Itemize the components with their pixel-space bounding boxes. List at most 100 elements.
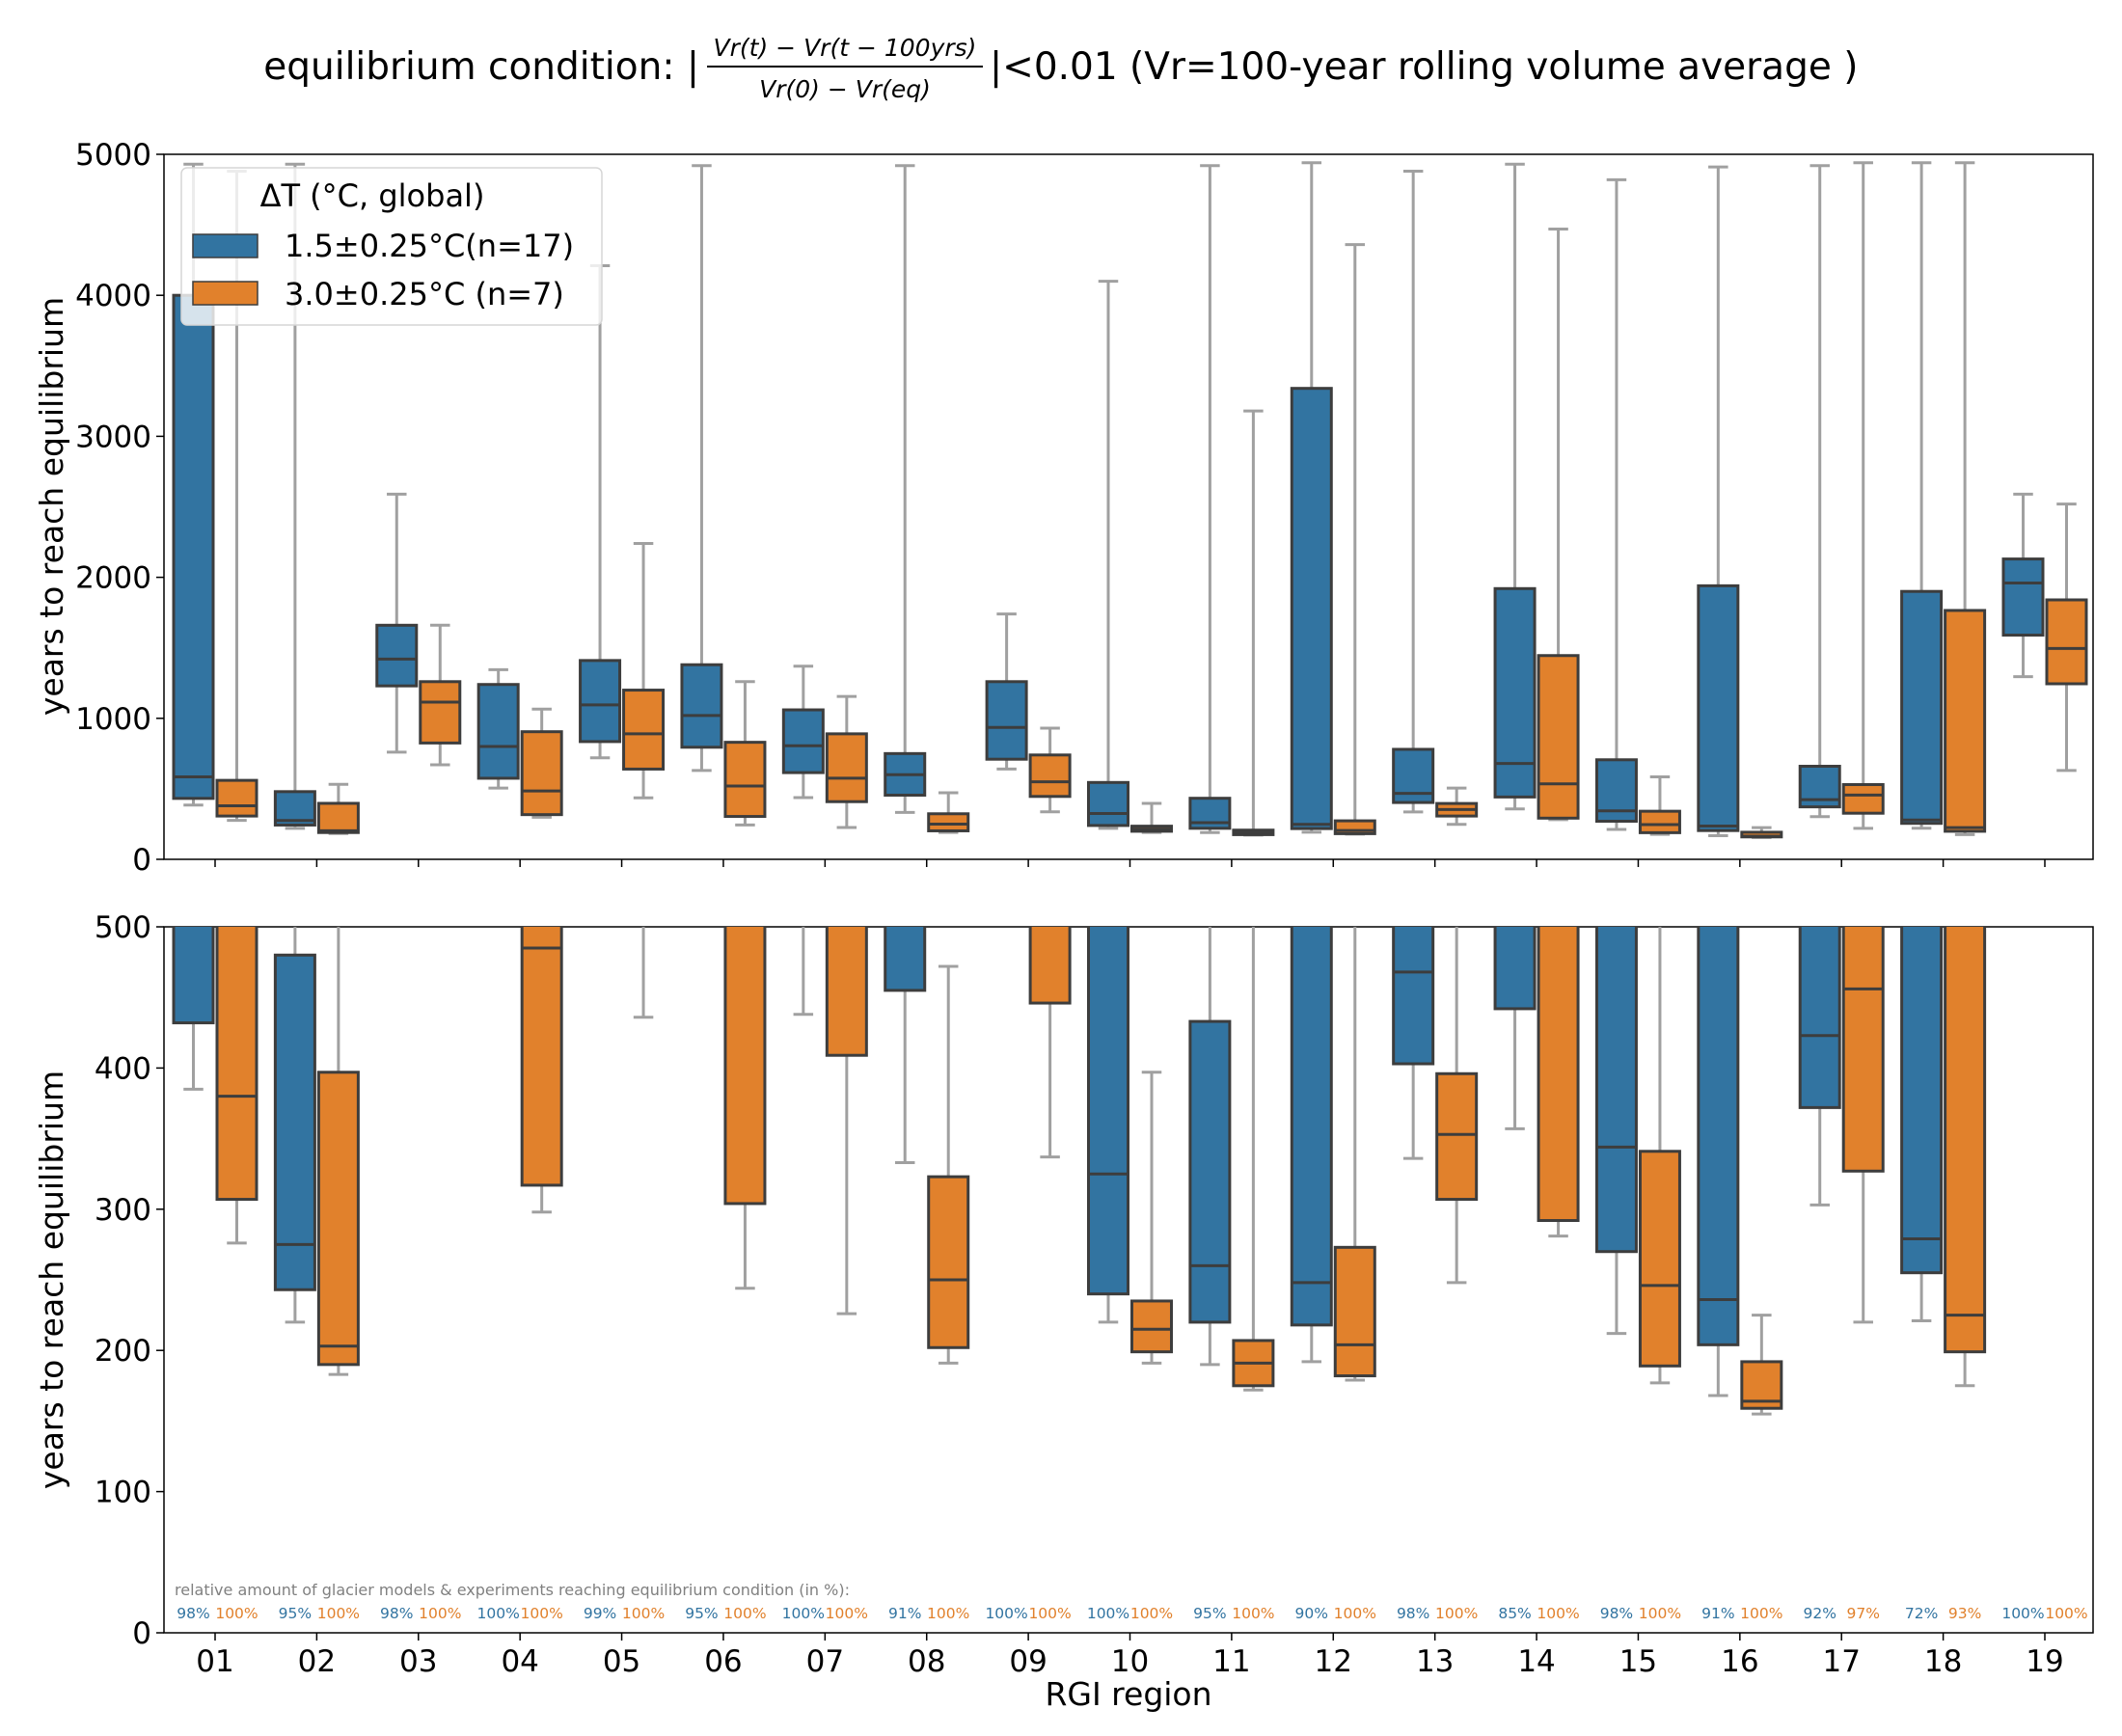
percent-1p5-region-19: 100% [2001,1605,2044,1622]
box-1p5-region-11 [1188,164,1232,834]
box-iqr [2045,598,2088,686]
legend-swatch-1p5 [192,233,258,258]
box-3p0-region-02 [316,782,360,835]
box-iqr [680,663,723,749]
box-3p0-region-17 [1841,161,1885,830]
percent-1p5-region-08: 91% [888,1605,921,1622]
legend-frame [180,167,603,326]
y-tick-label: 1000 [75,702,151,737]
box-1p5-region-18 [1900,927,1944,1322]
percent-note: relative amount of glacier models & expe… [175,1581,850,1599]
percent-3p0-region-05: 100% [622,1605,665,1622]
box-iqr [781,708,825,774]
x-tick-label-11: 11 [1212,1644,1250,1679]
box-iqr [215,778,258,818]
x-tick-label-12: 12 [1315,1644,1352,1679]
x-axis-label: RGI region [1045,1675,1211,1713]
y-tick-label: 5000 [75,138,151,173]
box-3p0-region-11 [1232,409,1275,837]
y-tick-label: 300 [95,1193,151,1228]
legend-swatch-3p0 [192,281,258,306]
percent-1p5-region-17: 92% [1803,1605,1836,1622]
box-1p5-region-14 [1493,162,1537,811]
percent-3p0-region-19: 100% [2045,1605,2087,1622]
box-3p0-region-11 [1232,927,1275,1392]
percent-1p5-region-14: 85% [1498,1605,1531,1622]
box-3p0-region-13 [1435,786,1479,827]
box-1p5-region-18 [1900,161,1944,830]
x-tick-label-13: 13 [1416,1644,1454,1679]
box-iqr [1638,809,1681,834]
percent-1p5-region-13: 98% [1397,1605,1429,1622]
box-iqr [723,927,767,1206]
box-3p0-region-14 [1537,927,1580,1238]
box-3p0-region-15 [1638,774,1681,836]
x-tick-label-16: 16 [1721,1644,1758,1679]
box-3p0-region-06 [723,927,767,1290]
box-3p0-region-16 [1740,826,1783,839]
y-tick-label: 2000 [75,561,151,596]
title-prefix: equilibrium condition: | [263,45,699,89]
percent-3p0-region-13: 100% [1435,1605,1478,1622]
percent-1p5-region-05: 99% [584,1605,616,1622]
percent-1p5-region-16: 91% [1701,1605,1734,1622]
box-iqr [1188,1019,1232,1324]
x-tick-label-18: 18 [1924,1644,1962,1679]
box-3p0-region-08 [927,964,970,1365]
box-1p5-region-06 [680,164,723,773]
percent-3p0-region-14: 100% [1537,1605,1579,1622]
box-iqr [1028,753,1072,799]
box-1p5-region-13 [1392,927,1435,1160]
box-3p0-region-15 [1638,927,1681,1385]
box-1p5-region-10 [1087,280,1129,830]
percent-1p5-region-10: 100% [1087,1605,1129,1622]
x-tick-label-06: 06 [704,1644,742,1679]
box-3p0-region-10 [1130,801,1173,834]
box-iqr [1900,589,1944,826]
box-3p0-region-09 [1028,726,1072,814]
percent-3p0-region-02: 100% [317,1605,360,1622]
percent-3p0-region-07: 100% [826,1605,868,1622]
title-numerator: Vr(t) − Vr(t − 100yrs) [714,34,977,62]
box-1p5-region-16 [1697,165,1740,837]
percent-3p0-region-08: 100% [927,1605,969,1622]
panel-bottom-x-axis: 01 02 03 04 05 06 07 08 09 10 11 12 13 14 15 16 17 18 19 [196,1633,2064,1679]
x-tick-label-04: 04 [501,1644,538,1679]
box-1p5-region-19 [2001,492,2045,679]
box-iqr [723,741,767,819]
box-iqr [884,927,927,992]
box-iqr [1594,927,1638,1254]
legend-title: ΔT (°C, global) [260,177,485,214]
y-tick-label: 100 [95,1476,151,1510]
box-3p0-region-12 [1333,243,1376,836]
box-1p5-region-03 [375,492,419,754]
box-3p0-region-12 [1333,927,1376,1382]
box-iqr [1493,927,1537,1011]
box-1p5-region-15 [1594,927,1638,1336]
x-tick-label-03: 03 [399,1644,437,1679]
legend-label-1p5: 1.5±0.25°C(n=17) [285,228,574,264]
x-tick-label-17: 17 [1822,1644,1860,1679]
box-iqr [1841,783,1885,815]
percent-3p0-region-17: 97% [1846,1605,1879,1622]
box-iqr [1333,1245,1376,1378]
box-1p5-region-15 [1594,177,1638,831]
box-iqr [1537,654,1580,820]
percent-3p0-region-16: 100% [1740,1605,1782,1622]
box-1p5-region-07 [793,927,814,1017]
percent-1p5-region-03: 98% [380,1605,413,1622]
percent-1p5-region-09: 100% [985,1605,1027,1622]
box-3p0-region-17 [1841,927,1885,1324]
box-3p0-region-04 [520,707,563,819]
box-iqr [927,812,970,832]
percent-labels: 98% 95% 98% 100% 99% 95% 100% 91% 100% 100% 95% 90%… [177,1605,2087,1622]
percent-1p5-region-06: 95% [685,1605,718,1622]
box-iqr [1900,927,1944,1275]
percent-1p5-region-12: 90% [1295,1605,1328,1622]
box-1p5-region-13 [1392,170,1435,814]
box-3p0-region-13 [1435,927,1479,1285]
box-3p0-region-02 [316,927,360,1376]
box-iqr [1290,927,1333,1327]
box-iqr [316,1071,360,1367]
box-iqr [1798,927,1841,1109]
